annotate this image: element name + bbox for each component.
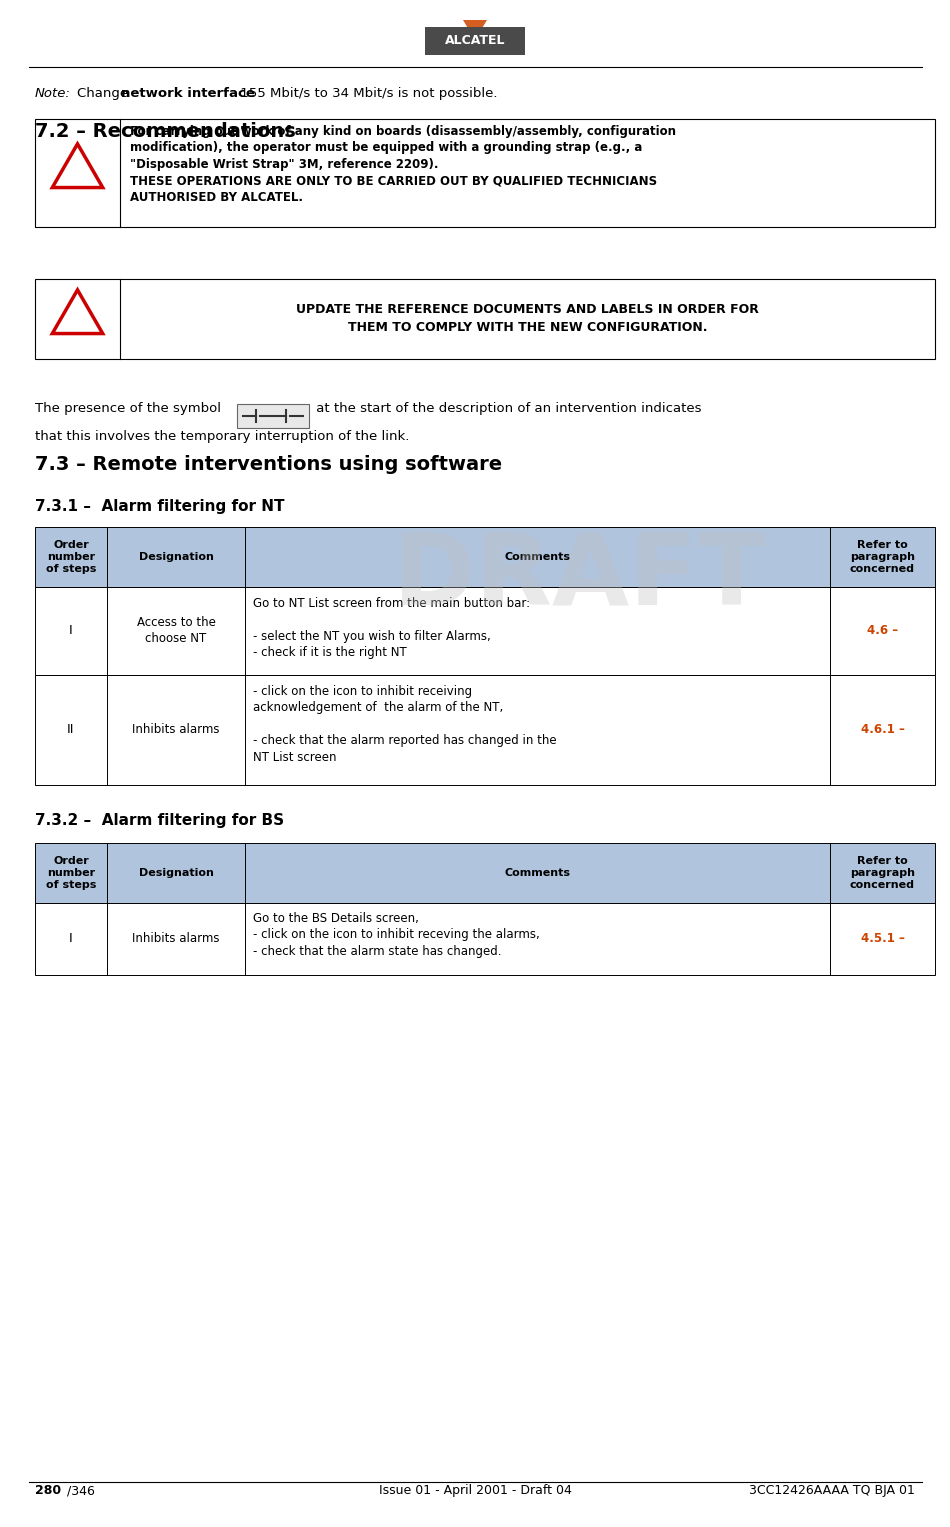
Text: Designation: Designation (139, 551, 214, 562)
Text: that this involves the temporary interruption of the link.: that this involves the temporary interru… (35, 431, 409, 443)
Text: Note:: Note: (35, 87, 71, 99)
Text: Access to the
choose NT: Access to the choose NT (137, 617, 216, 646)
FancyBboxPatch shape (35, 586, 935, 675)
Text: Comments: Comments (504, 867, 571, 878)
Text: - click on the icon to inhibit receiving
acknowledgement of  the alarm of the NT: - click on the icon to inhibit receiving… (253, 686, 557, 764)
Polygon shape (463, 20, 487, 40)
Text: 7.2 – Recommendations: 7.2 – Recommendations (35, 122, 295, 140)
Text: II: II (67, 724, 75, 736)
Text: DRAFT: DRAFT (393, 528, 767, 626)
Text: 7.3.2 –  Alarm filtering for BS: 7.3.2 – Alarm filtering for BS (35, 812, 284, 828)
Text: network interface: network interface (121, 87, 255, 99)
Text: ALCATEL: ALCATEL (445, 35, 505, 47)
Text: 280: 280 (35, 1484, 61, 1496)
FancyBboxPatch shape (425, 27, 525, 55)
Text: 3CC12426AAAA TQ BJA 01: 3CC12426AAAA TQ BJA 01 (750, 1484, 915, 1496)
FancyBboxPatch shape (35, 843, 935, 902)
FancyBboxPatch shape (35, 527, 935, 586)
Text: For carrying out work of any kind on boards (disassembly/assembly, configuration: For carrying out work of any kind on boa… (130, 125, 676, 205)
FancyBboxPatch shape (35, 675, 935, 785)
Text: Inhibits alarms: Inhibits alarms (132, 724, 219, 736)
Text: The presence of the symbol: The presence of the symbol (35, 402, 221, 415)
Text: 7.3.1 –  Alarm filtering for NT: 7.3.1 – Alarm filtering for NT (35, 499, 284, 515)
Text: Order
number
of steps: Order number of steps (46, 541, 96, 574)
Text: Order
number
of steps: Order number of steps (46, 857, 96, 890)
Text: Issue 01 - April 2001 - Draft 04: Issue 01 - April 2001 - Draft 04 (378, 1484, 572, 1496)
Text: Comments: Comments (504, 551, 571, 562)
Text: Change: Change (77, 87, 132, 99)
Text: 7.3 – Remote interventions using software: 7.3 – Remote interventions using softwar… (35, 455, 503, 473)
Text: Refer to
paragraph
concerned: Refer to paragraph concerned (850, 541, 915, 574)
Text: UPDATE THE REFERENCE DOCUMENTS AND LABELS IN ORDER FOR
THEM TO COMPLY WITH THE N: UPDATE THE REFERENCE DOCUMENTS AND LABEL… (296, 304, 759, 334)
Text: I: I (69, 933, 73, 945)
Text: Go to the BS Details screen,
- click on the icon to inhibit receving the alarms,: Go to the BS Details screen, - click on … (253, 912, 540, 957)
FancyBboxPatch shape (35, 119, 935, 228)
Text: I: I (69, 625, 73, 637)
Text: Go to NT List screen from the main button bar:

- select the NT you wish to filt: Go to NT List screen from the main butto… (253, 597, 530, 660)
Text: Refer to
paragraph
concerned: Refer to paragraph concerned (850, 857, 915, 890)
Text: 4.6.1 –: 4.6.1 – (861, 724, 904, 736)
Text: Designation: Designation (139, 867, 214, 878)
FancyBboxPatch shape (237, 405, 309, 428)
Text: 4.5.1 –: 4.5.1 – (861, 933, 904, 945)
FancyBboxPatch shape (35, 279, 935, 359)
Text: at the start of the description of an intervention indicates: at the start of the description of an in… (312, 402, 701, 415)
Text: Inhibits alarms: Inhibits alarms (132, 933, 219, 945)
FancyBboxPatch shape (35, 902, 935, 976)
Text: /346: /346 (67, 1484, 95, 1496)
Text: 4.6 –: 4.6 – (867, 625, 898, 637)
Text: 155 Mbit/s to 34 Mbit/s is not possible.: 155 Mbit/s to 34 Mbit/s is not possible. (236, 87, 498, 99)
